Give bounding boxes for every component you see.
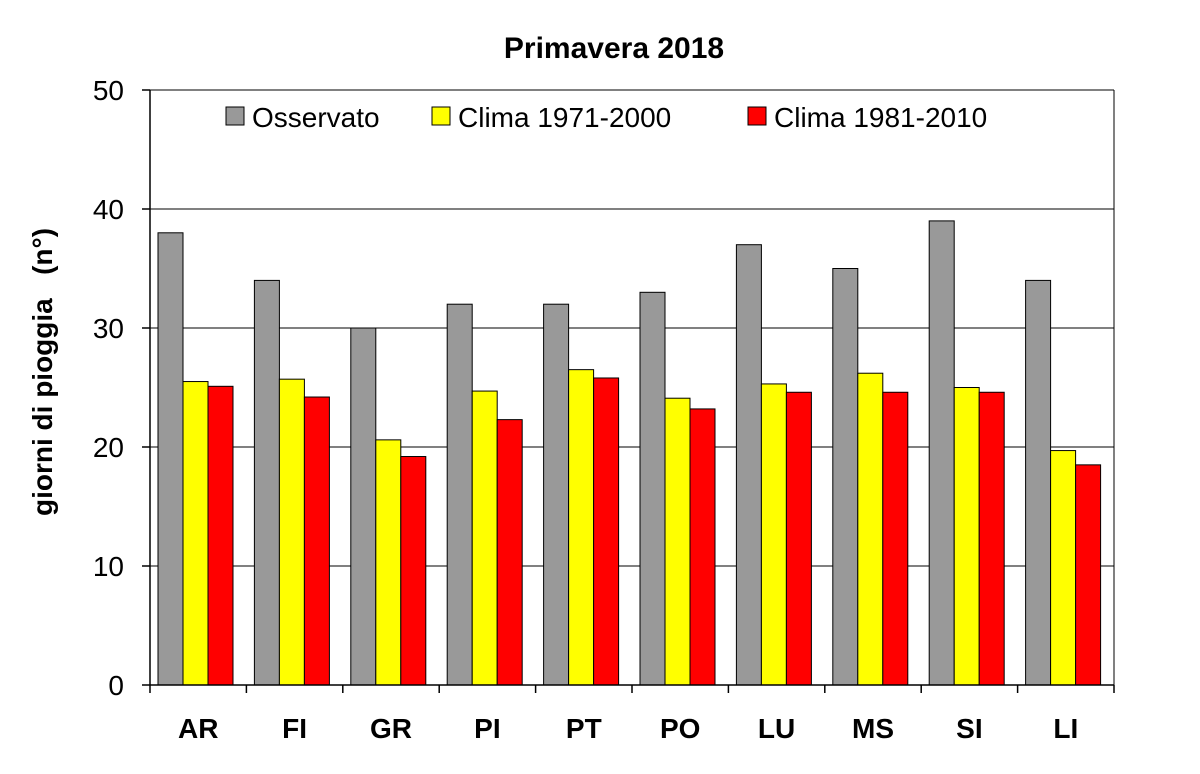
y-tick-labels: 0 10 20 30 40 50: [93, 75, 124, 701]
bar-fi-series-0: [253, 279, 280, 686]
legend-label: Osservato: [252, 102, 380, 133]
y-tick-label: 0: [108, 670, 124, 701]
bar-lu-series-0: [735, 244, 762, 686]
y-tick-label: 30: [93, 313, 124, 344]
y-tick-label: 50: [93, 75, 124, 106]
bar-si-series-0: [928, 220, 955, 686]
x-tick-label: PO: [660, 713, 700, 744]
x-tick-labels: AR FI GR PI PT PO LU MS SI LI: [178, 713, 1078, 744]
bar-po-series-1: [664, 397, 691, 686]
bar-ar-series-1: [182, 381, 209, 686]
bar-pt-series-0: [543, 303, 570, 686]
bar-lu-series-1: [760, 383, 787, 686]
y-axis-label: giorni di pioggia (n°): [27, 228, 58, 516]
axes: [142, 89, 1115, 693]
bar-li-series-0: [1025, 279, 1052, 686]
legend-swatch: [431, 106, 451, 126]
bar-gr-series-2: [400, 456, 427, 686]
bar-lu-series-2: [785, 391, 812, 686]
y-tick-label: 10: [93, 551, 124, 582]
x-tick-label: LU: [758, 713, 795, 744]
bar-si-series-1: [953, 387, 980, 686]
bar-li-series-1: [1050, 450, 1077, 686]
x-tick-label: MS: [852, 713, 894, 744]
bar-ms-series-1: [857, 372, 884, 686]
bar-po-series-0: [639, 291, 666, 686]
bar-gr-series-1: [375, 439, 402, 686]
bar-po-series-2: [689, 408, 716, 686]
bar-ar-series-0: [157, 232, 184, 686]
legend-label: Clima 1971-2000: [458, 102, 671, 133]
bar-pt-series-1: [568, 369, 595, 686]
y-tick-label: 20: [93, 432, 124, 463]
x-tick-label: SI: [956, 713, 982, 744]
x-tick-label: PT: [566, 713, 602, 744]
bar-ms-series-0: [832, 268, 859, 686]
bar-ar-series-2: [207, 385, 234, 686]
bar-fi-series-1: [278, 378, 305, 686]
x-tick-label: PI: [474, 713, 500, 744]
x-tick-label: FI: [282, 713, 307, 744]
bar-pt-series-2: [593, 377, 620, 686]
bar-pi-series-0: [446, 303, 473, 686]
bars: [157, 220, 1102, 686]
legend-label: Clima 1981-2010: [774, 102, 987, 133]
bar-gr-series-0: [350, 327, 377, 686]
x-tick-label: LI: [1053, 713, 1078, 744]
x-tick-label: GR: [370, 713, 412, 744]
bar-pi-series-2: [496, 419, 523, 686]
bar-ms-series-2: [882, 391, 909, 686]
legend-swatch: [225, 106, 245, 126]
x-tick-label: AR: [178, 713, 218, 744]
legend: Osservato Clima 1971-2000 Clima 1981-2010: [225, 102, 987, 133]
bar-si-series-2: [978, 391, 1005, 686]
bar-fi-series-2: [303, 396, 330, 686]
bar-li-series-2: [1075, 464, 1102, 686]
y-tick-label: 40: [93, 194, 124, 225]
chart-title: Primavera 2018: [504, 32, 724, 65]
legend-swatch: [747, 106, 767, 126]
bar-pi-series-1: [471, 390, 498, 686]
